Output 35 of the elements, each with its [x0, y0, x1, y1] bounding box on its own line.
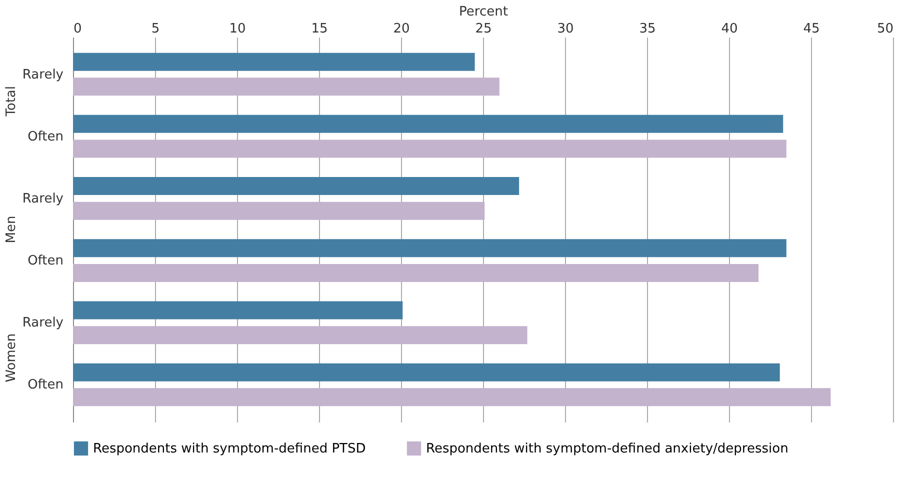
x-tick-label: 35 — [639, 22, 656, 36]
text: Women — [4, 333, 19, 382]
bar — [73, 140, 786, 158]
bar — [73, 363, 780, 382]
bar — [73, 388, 831, 406]
x-tick-label: 20 — [393, 22, 410, 36]
y-tick-label: Rarely — [22, 191, 64, 206]
legend-label: Respondents with symptom-defined anxiety/depression — [426, 441, 788, 456]
y-tick-label: Rarely — [22, 316, 64, 331]
x-tick-label: 25 — [475, 22, 492, 36]
bar — [73, 78, 500, 96]
x-tick-label: 15 — [311, 22, 328, 36]
x-tick-label: 0 — [74, 22, 82, 36]
bar — [73, 326, 528, 344]
bar — [73, 239, 786, 258]
y-tick-label: Often — [28, 378, 64, 393]
x-axis-title: Percent — [459, 4, 508, 20]
bar — [73, 114, 784, 133]
bar — [73, 264, 759, 282]
bar — [73, 301, 403, 320]
x-tick-label: 45 — [803, 22, 820, 36]
bar — [73, 177, 520, 196]
x-tick-label: 40 — [721, 22, 738, 36]
x-tick-label: 50 — [876, 22, 894, 36]
text: Total — [4, 86, 19, 118]
y-tick-label: Rarely — [22, 67, 64, 82]
x-tick-label: 5 — [151, 22, 160, 36]
bar — [73, 52, 475, 71]
y-tick-label: Often — [28, 254, 64, 269]
text: Men — [4, 216, 19, 244]
y-tick-label: Often — [28, 129, 64, 144]
x-tick-label: 10 — [229, 22, 246, 36]
bar — [73, 202, 485, 220]
x-tick-label: 30 — [557, 22, 574, 36]
legend-label: Respondents with symptom-defined PTSD — [93, 441, 366, 456]
